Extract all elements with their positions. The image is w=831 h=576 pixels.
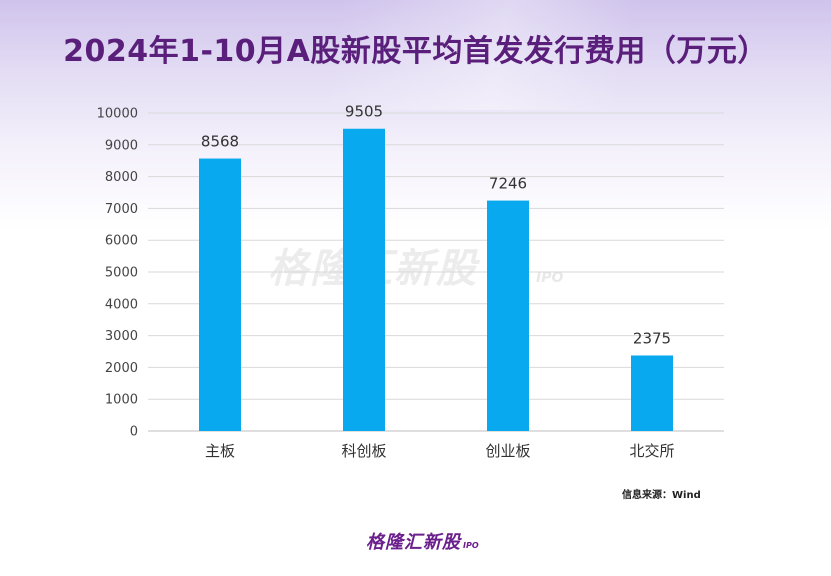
y-tick-label: 8000 xyxy=(105,170,138,185)
y-tick-label: 1000 xyxy=(105,393,138,408)
bar xyxy=(343,128,385,431)
y-tick-label: 3000 xyxy=(105,329,138,344)
brand-logo-text: 格隆汇新股 xyxy=(366,532,461,553)
brand-logo-sub: IPO xyxy=(463,541,479,550)
category-label: 主板 xyxy=(205,442,235,460)
chart-title: 2024年1-10月A股新股平均首发发行费用（万元） xyxy=(63,34,768,69)
y-tick-label: 4000 xyxy=(105,297,138,312)
bar xyxy=(487,200,529,431)
category-label: 创业板 xyxy=(485,442,530,460)
data-label: 8568 xyxy=(201,133,239,151)
y-tick-label: 2000 xyxy=(105,361,138,376)
category-label: 北交所 xyxy=(629,442,674,460)
y-tick-label: 10000 xyxy=(97,107,138,122)
data-label: 2375 xyxy=(633,329,671,347)
y-tick-label: 5000 xyxy=(105,266,138,281)
brand-logo: 格隆汇新股 IPO xyxy=(366,528,479,553)
y-tick-label: 7000 xyxy=(105,202,138,217)
source-note: 信息来源：Wind xyxy=(622,490,701,501)
data-label: 7246 xyxy=(489,175,527,193)
y-tick-label: 6000 xyxy=(105,234,138,249)
category-label: 科创板 xyxy=(341,442,386,460)
y-tick-label: 0 xyxy=(130,425,138,440)
bar xyxy=(199,158,241,431)
y-tick-label: 9000 xyxy=(105,138,138,153)
data-label: 9505 xyxy=(345,103,383,121)
bar xyxy=(631,355,673,431)
